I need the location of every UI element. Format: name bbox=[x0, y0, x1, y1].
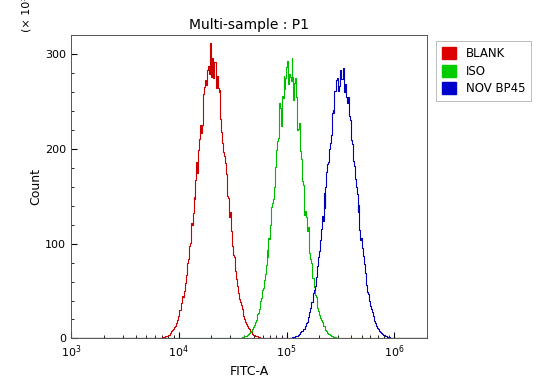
BLANK bbox=[292, 336, 299, 341]
Line: ISO: ISO bbox=[71, 58, 427, 338]
ISO bbox=[325, 331, 332, 336]
NOV BP45 bbox=[184, 336, 190, 341]
X-axis label: FITC-A: FITC-A bbox=[229, 365, 269, 378]
BLANK bbox=[327, 336, 334, 341]
Line: NOV BP45: NOV BP45 bbox=[71, 68, 427, 338]
NOV BP45 bbox=[326, 147, 333, 152]
BLANK bbox=[184, 273, 190, 277]
ISO bbox=[184, 336, 190, 341]
NOV BP45 bbox=[423, 336, 430, 341]
BLANK bbox=[423, 336, 430, 341]
BLANK bbox=[110, 336, 117, 341]
BLANK bbox=[68, 336, 74, 341]
NOV BP45 bbox=[324, 162, 331, 167]
BLANK bbox=[325, 336, 332, 341]
NOV BP45 bbox=[208, 336, 215, 341]
NOV BP45 bbox=[340, 66, 347, 70]
Y-axis label: Count: Count bbox=[30, 168, 42, 205]
ISO bbox=[68, 336, 74, 341]
ISO bbox=[110, 336, 117, 341]
NOV BP45 bbox=[292, 335, 298, 339]
Text: (× 10¹): (× 10¹) bbox=[21, 0, 31, 32]
Legend: BLANK, ISO, NOV BP45: BLANK, ISO, NOV BP45 bbox=[436, 41, 531, 101]
NOV BP45 bbox=[68, 336, 74, 341]
ISO bbox=[327, 333, 334, 338]
BLANK bbox=[207, 41, 213, 46]
Title: Multi-sample : P1: Multi-sample : P1 bbox=[189, 18, 309, 32]
BLANK bbox=[210, 55, 216, 60]
ISO bbox=[292, 76, 299, 81]
Line: BLANK: BLANK bbox=[71, 43, 427, 338]
ISO bbox=[289, 55, 295, 60]
ISO bbox=[208, 336, 215, 341]
ISO bbox=[423, 336, 430, 341]
NOV BP45 bbox=[110, 336, 117, 341]
